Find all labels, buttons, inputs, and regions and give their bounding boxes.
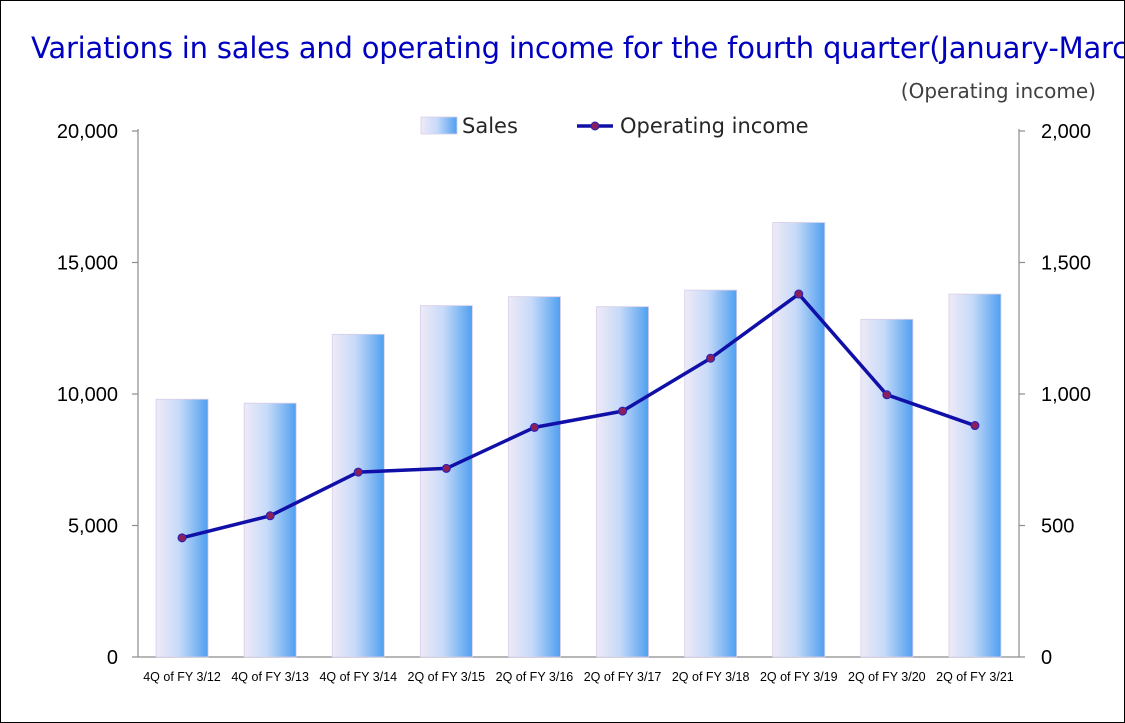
- sales-bar: [948, 293, 1002, 658]
- x-axis-label: 2Q of FY 3/17: [584, 670, 662, 684]
- legend-income-label: Operating income: [620, 114, 809, 138]
- right-tick-label: 2,000: [1041, 121, 1091, 143]
- legend-sales-swatch: [420, 116, 458, 135]
- sales-bar: [684, 289, 738, 658]
- sales-bar: [860, 318, 914, 658]
- chart-title: Variations in sales and operating income…: [31, 31, 1125, 65]
- sales-bar: [596, 306, 649, 658]
- x-axis-label: 4Q of FY 3/13: [231, 670, 309, 684]
- legend-income-marker: [590, 121, 600, 131]
- sales-bar: [155, 398, 209, 658]
- operating-income-point: [970, 421, 980, 431]
- sales-bar: [243, 402, 297, 658]
- x-axis-labels: 4Q of FY 3/12 4Q of FY 3/13 4Q of FY 3/14 2…: [143, 670, 1014, 684]
- operating-income-point: [441, 463, 451, 473]
- x-axis-label: 2Q of FY 3/21: [936, 670, 1014, 684]
- x-axis-label: 2Q of FY 3/16: [496, 670, 574, 684]
- operating-income-series: [177, 289, 980, 543]
- left-tick-label: 10,000: [57, 384, 118, 406]
- x-axis-label: 2Q of FY 3/19: [760, 670, 838, 684]
- right-tick-label: 500: [1041, 516, 1074, 538]
- left-axis-ticks: 0 5,000 10,000 15,000 20,000: [57, 121, 138, 669]
- operating-income-point: [265, 511, 275, 521]
- legend: Sales Operating income: [420, 114, 809, 138]
- operating-income-point: [529, 422, 539, 432]
- right-tick-label: 1,000: [1041, 384, 1091, 406]
- right-tick-label: 0: [1041, 647, 1052, 669]
- x-axis-label: 4Q of FY 3/12: [143, 670, 221, 684]
- left-tick-label: 0: [107, 647, 118, 669]
- x-axis-label: 4Q of FY 3/14: [319, 670, 397, 684]
- sales-bar: [508, 296, 561, 658]
- operating-income-point: [353, 467, 363, 477]
- operating-income-point: [177, 533, 187, 543]
- operating-income-point: [706, 353, 716, 363]
- x-axis-label: 2Q of FY 3/20: [848, 670, 926, 684]
- operating-income-line: [181, 292, 976, 540]
- sales-bars: [155, 222, 1002, 658]
- right-axis-ticks: 0 500 1,000 1,500 2,000: [1019, 121, 1091, 669]
- legend-sales-label: Sales: [462, 114, 518, 138]
- right-tick-label: 1,500: [1041, 253, 1091, 275]
- sales-bar: [331, 333, 385, 658]
- right-axis-unit-label: (Operating income): [900, 79, 1096, 103]
- sales-bar: [419, 305, 473, 658]
- operating-income-point: [794, 289, 804, 299]
- sales-bar: [772, 222, 826, 658]
- x-axis-label: 2Q of FY 3/18: [672, 670, 750, 684]
- left-tick-label: 20,000: [57, 121, 118, 143]
- left-tick-label: 5,000: [68, 516, 118, 538]
- x-axis-label: 2Q of FY 3/15: [408, 670, 486, 684]
- operating-income-point: [882, 390, 892, 400]
- left-tick-label: 15,000: [57, 253, 118, 275]
- operating-income-point: [618, 406, 628, 416]
